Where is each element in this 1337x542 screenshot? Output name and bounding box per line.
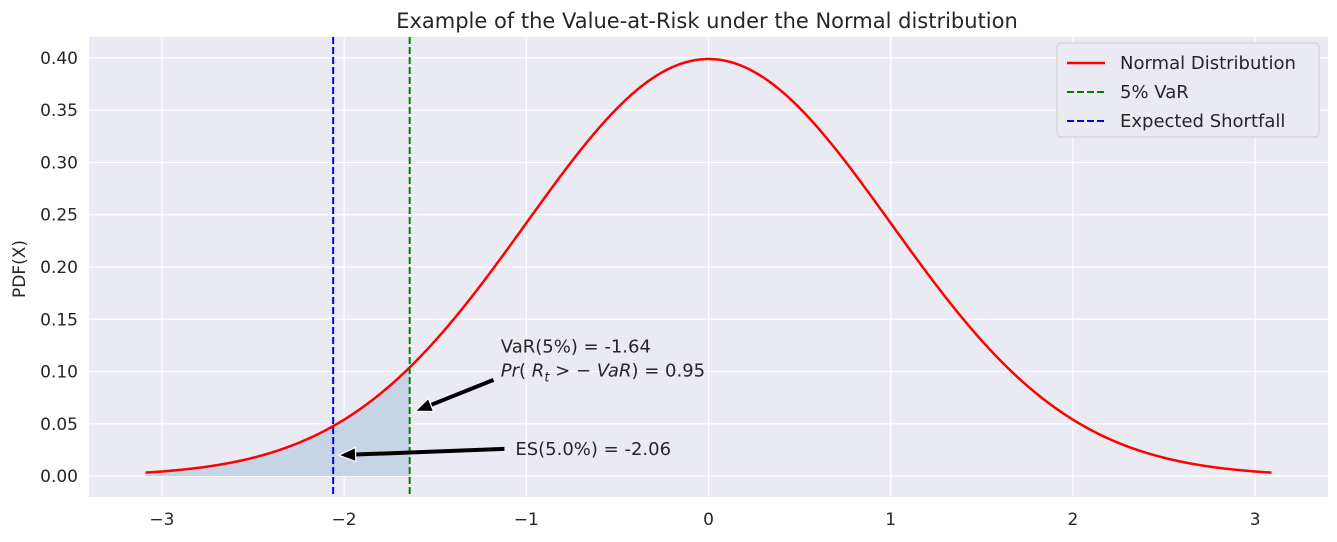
es-arrow-shaft — [355, 446, 505, 457]
x-tick-label: 1 — [885, 510, 896, 530]
y-tick-label: 0.00 — [40, 467, 78, 487]
es-arrow — [337, 446, 505, 463]
shaded-tail-area — [145, 367, 410, 477]
y-tick-label: 0.10 — [40, 363, 78, 383]
es-annotation: ES(5.0%) = -2.06 — [515, 439, 671, 460]
var-annotation-line2: Pr( Rt > − VaR) = 0.95 — [501, 360, 705, 385]
var-annotation-line1: VaR(5%) = -1.64 — [501, 336, 651, 357]
y-tick-label: 0.35 — [40, 101, 78, 121]
y-tick-label: 0.15 — [40, 310, 78, 330]
legend-label: Expected Shortfall — [1120, 111, 1285, 132]
x-tick-label: −1 — [514, 510, 539, 530]
x-tick-label: −3 — [149, 510, 174, 530]
var-arrow — [413, 378, 495, 413]
y-tick-label: 0.40 — [40, 49, 78, 69]
y-tick-label: 0.25 — [40, 206, 78, 226]
legend-label: 5% VaR — [1120, 82, 1189, 103]
chart-title: Example of the Value-at-Risk under the N… — [396, 9, 1018, 33]
y-axis-label: PDF(X) — [10, 240, 30, 298]
legend-label: Normal Distribution — [1120, 53, 1296, 74]
x-tick-label: 2 — [1067, 510, 1078, 530]
x-tick-label: 3 — [1250, 510, 1261, 530]
var-arrow-shaft — [430, 378, 495, 407]
legend: Normal Distribution 5% VaR Expected Shortf… — [1056, 42, 1320, 138]
y-tick-label: 0.05 — [40, 415, 78, 435]
y-tick-label: 0.20 — [40, 258, 78, 278]
y-tick-label: 0.30 — [40, 153, 78, 173]
x-tick-label: −2 — [332, 510, 357, 530]
legend-box — [1056, 42, 1320, 138]
normal-distribution-line — [145, 57, 1272, 474]
x-tick-label: 0 — [703, 510, 714, 530]
es-arrow-head — [337, 446, 357, 463]
var-arrow-head — [413, 397, 435, 413]
